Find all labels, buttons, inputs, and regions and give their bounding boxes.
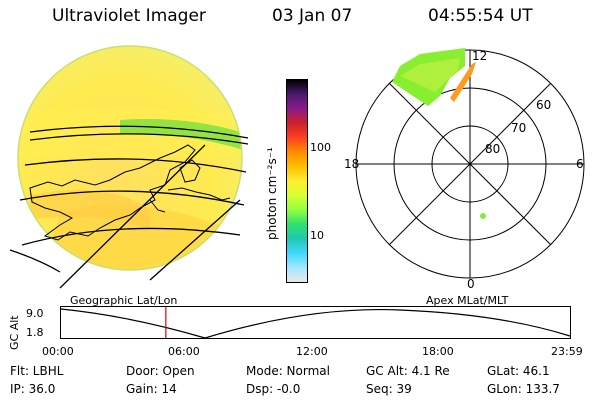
mlt-label-bottom: 0 xyxy=(467,277,475,291)
timeline-xtick-1: 06:00 xyxy=(168,345,200,358)
info-glat: GLat: 46.1 xyxy=(487,364,550,378)
info-mode: Mode: Normal xyxy=(246,364,330,378)
info-door: Door: Open xyxy=(126,364,195,378)
info-dsp: Dsp: -0.0 xyxy=(246,382,301,396)
timeline-xtick-4: 23:59 xyxy=(551,345,583,358)
lat-label-80: 80 xyxy=(485,142,500,156)
mlt-label-left: 18 xyxy=(344,157,359,171)
colorbar xyxy=(286,79,308,283)
timeline-right-title: Apex MLat/MLT xyxy=(426,294,509,307)
timeline-y-axis-label: GC Alt xyxy=(8,315,21,350)
data-point xyxy=(480,213,486,219)
timeline-ytick-top: 9.0 xyxy=(26,307,44,320)
info-seq: Seq: 39 xyxy=(366,382,412,396)
colorbar-unit-label: photon cm⁻²s⁻¹ xyxy=(265,147,279,240)
info-glon: GLon: 133.7 xyxy=(487,382,560,396)
colorbar-tick-100: 100 xyxy=(310,141,331,154)
info-gain: Gain: 14 xyxy=(126,382,177,396)
lat-label-70: 70 xyxy=(511,121,526,135)
info-filter: Flt: LBHL xyxy=(10,364,64,378)
coastline xyxy=(29,144,231,241)
timeline-left-title: Geographic Lat/Lon xyxy=(70,294,178,307)
mlt-label-right: 6 xyxy=(576,157,584,171)
colorbar-tick-10: 10 xyxy=(310,229,324,242)
globe-disc xyxy=(18,46,242,270)
info-gc-alt: GC Alt: 4.1 Re xyxy=(366,364,450,378)
lat-lon-grid xyxy=(9,125,249,289)
timeline-ytick-bottom: 1.8 xyxy=(26,326,44,339)
timeline-xtick-3: 18:00 xyxy=(422,345,454,358)
colorbar-gradient xyxy=(287,80,307,282)
mlt-label-top: 12 xyxy=(472,49,487,63)
geographic-image-panel xyxy=(9,45,249,289)
polar-mlt-plot: 12 18 6 0 60 70 80 xyxy=(344,48,585,291)
time-label: 04:55:54 UT xyxy=(428,6,533,26)
info-ip: IP: 36.0 xyxy=(10,382,56,396)
lat-label-60: 60 xyxy=(536,98,551,112)
timeline-xtick-2: 12:00 xyxy=(296,345,328,358)
timeline-xtick-0: 00:00 xyxy=(42,345,74,358)
instrument-title: Ultraviolet Imager xyxy=(52,6,206,26)
date-label: 03 Jan 07 xyxy=(272,6,353,26)
altitude-timeline xyxy=(60,306,571,339)
